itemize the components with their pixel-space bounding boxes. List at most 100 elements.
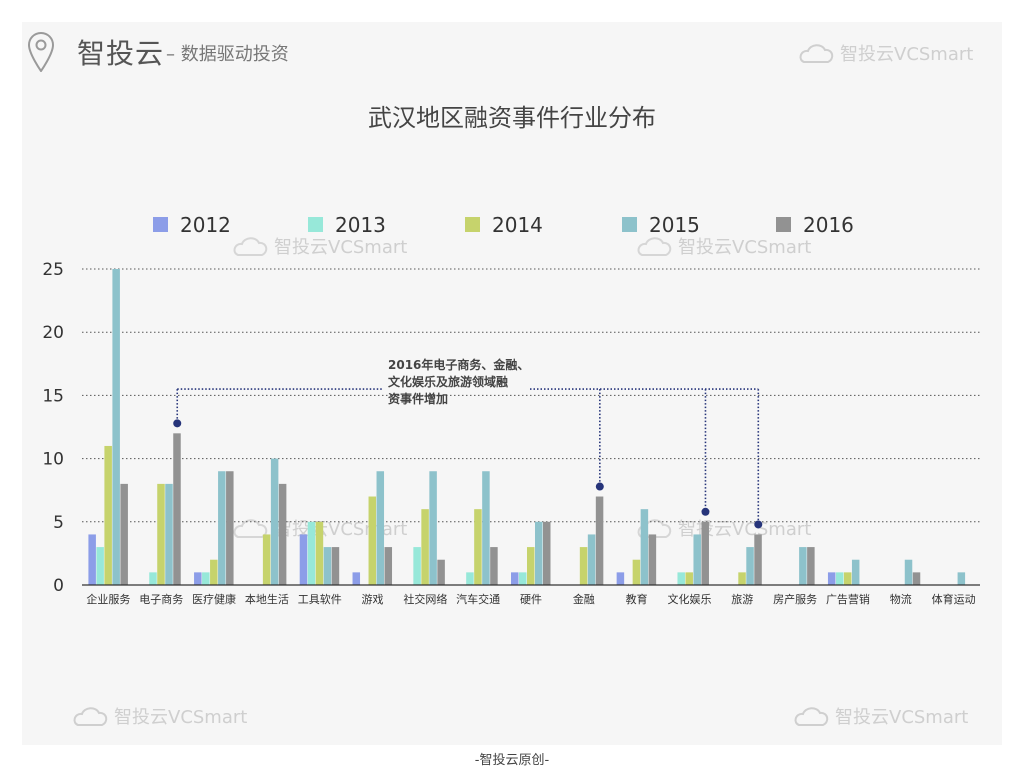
bar: [579, 547, 588, 585]
x-tick-label: 文化娱乐: [667, 592, 711, 606]
x-tick-label: 工具软件: [298, 592, 342, 606]
bar: [466, 572, 474, 585]
x-tick-label: 游戏: [362, 593, 384, 606]
bar: [165, 483, 173, 585]
watermark-logo-icon: [233, 237, 268, 256]
y-tick-label: 10: [42, 450, 64, 470]
bar: [685, 572, 693, 585]
bar: [88, 534, 96, 585]
x-tick-label: 房产服务: [773, 592, 817, 606]
bar: [754, 534, 762, 585]
annotation-text: 资事件增加: [388, 391, 448, 406]
x-tick-label: 本地生活: [245, 592, 289, 606]
bar: [149, 572, 157, 585]
legend-swatch: [776, 217, 791, 232]
annotation-marker: [173, 419, 182, 428]
annotation-marker: [701, 507, 710, 516]
bar: [352, 572, 361, 585]
bar: [640, 509, 649, 585]
bar: [912, 572, 921, 585]
watermark: 智投云VCSmart: [636, 233, 811, 261]
x-tick-label: 旅游: [731, 592, 753, 606]
bar: [218, 471, 226, 585]
bar: [262, 534, 271, 585]
bar: [648, 534, 657, 585]
bar: [413, 547, 421, 585]
bar: [315, 521, 324, 585]
bar: [632, 559, 641, 585]
bar: [490, 547, 498, 585]
y-tick-label: 25: [42, 260, 64, 280]
bar: [226, 471, 234, 585]
watermark: 智投云VCSmart: [232, 233, 407, 261]
bar: [421, 509, 429, 585]
bar: [835, 572, 844, 585]
bar: [677, 572, 685, 585]
watermark-text: 智投云VCSmart: [114, 707, 248, 728]
annotation-text: 2016年电子商务、金融、: [388, 357, 529, 372]
bar: [746, 547, 754, 585]
legend-label: 2015: [649, 213, 700, 237]
watermark-logo-icon: [637, 519, 672, 538]
legend-swatch: [622, 217, 637, 232]
bar: [173, 433, 181, 585]
x-tick-label: 医疗健康: [192, 592, 236, 606]
watermark: 智投云VCSmart: [793, 703, 968, 731]
bar: [437, 559, 445, 585]
bar: [616, 572, 625, 585]
bar: [519, 572, 527, 585]
bar: [202, 572, 210, 585]
bar: [957, 572, 966, 585]
legend-swatch: [153, 217, 168, 232]
bar: [331, 547, 340, 585]
legend-swatch: [308, 217, 323, 232]
legend-label: 2012: [180, 213, 231, 237]
legend-label: 2013: [335, 213, 386, 237]
bar: [120, 483, 128, 585]
bar: [368, 496, 377, 585]
bar: [270, 458, 279, 585]
y-tick-label: 5: [53, 513, 64, 533]
annotation-marker: [754, 520, 763, 529]
x-tick-label: 硬件: [520, 593, 542, 606]
bar: [157, 483, 165, 585]
watermark: 智投云VCSmart: [72, 703, 247, 731]
watermark-text: 智投云VCSmart: [274, 237, 408, 258]
brand-tagline: – 数据驱动投资: [166, 44, 289, 65]
watermark-logo-icon: [794, 707, 829, 726]
bar: [827, 572, 836, 585]
bar: [194, 572, 202, 585]
watermark-logo-icon: [799, 44, 834, 63]
bar: [323, 547, 332, 585]
bar: [701, 521, 709, 585]
x-tick-label: 企业服务: [86, 592, 130, 606]
bar: [807, 547, 815, 585]
legend-label: 2014: [492, 213, 543, 237]
location-pin-icon: [28, 32, 54, 72]
bar: [904, 559, 913, 585]
bar: [474, 509, 482, 585]
watermark-text: 智投云VCSmart: [678, 519, 812, 540]
bar: [429, 471, 437, 585]
bar: [384, 547, 393, 585]
bar: [112, 269, 120, 585]
bar: [96, 547, 104, 585]
x-tick-label: 汽车交通: [456, 592, 500, 606]
watermark-text: 智投云VCSmart: [678, 237, 812, 258]
bar: [595, 496, 604, 585]
bar: [738, 572, 746, 585]
legend-swatch: [465, 217, 480, 232]
chart-title: 武汉地区融资事件行业分布: [368, 104, 656, 132]
watermark-logo-icon: [73, 707, 108, 726]
x-tick-label: 社交网络: [403, 592, 447, 606]
bar: [511, 572, 519, 585]
bar: [587, 534, 596, 585]
watermark: 智投云VCSmart: [798, 40, 973, 68]
y-tick-label: 15: [42, 386, 64, 406]
watermark-text: 智投云VCSmart: [835, 707, 969, 728]
annotation-text: 文化娱乐及旅游领域融: [388, 374, 508, 389]
watermark-text: 智投云VCSmart: [840, 44, 974, 65]
x-tick-label: 电子商务: [139, 592, 183, 606]
y-tick-label: 0: [53, 576, 64, 596]
